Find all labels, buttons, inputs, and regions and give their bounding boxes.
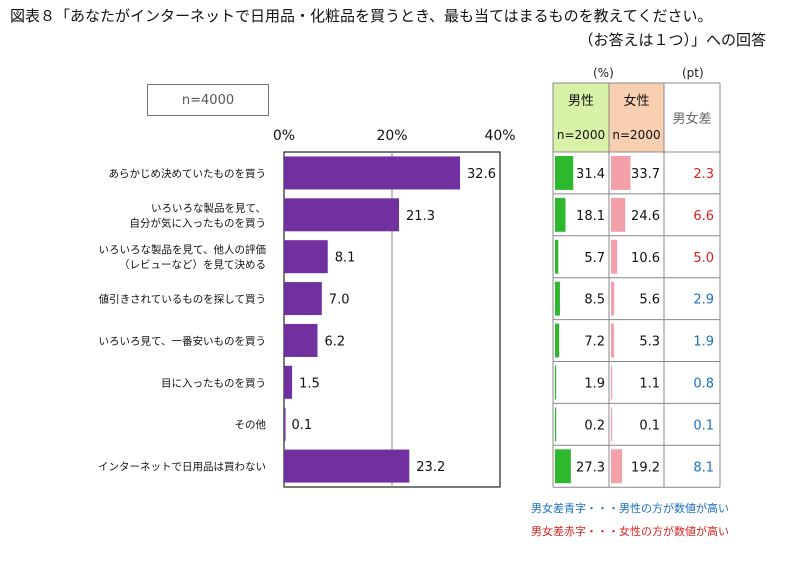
male-cell-bar [555,365,557,400]
unit-pt: (pt) [682,66,704,80]
legend-blue-note: 男女差青字・・・男性の方が数値が高い [531,502,729,515]
male-value: 0.2 [584,418,605,433]
female-n: n=2000 [612,128,660,142]
data-label: 21.3 [406,209,435,224]
male-value: 31.4 [576,167,605,182]
bar [284,365,293,399]
female-header-cell [609,83,664,152]
data-label: 23.2 [416,460,445,475]
diff-value: 0.8 [693,376,714,391]
category-label: インターネットで日用品は買わない [98,461,266,473]
diff-value: 6.6 [693,209,714,224]
female-cell-bar [611,323,615,358]
data-label: 0.1 [292,418,313,433]
female-cell-bar [611,365,613,400]
female-value: 1.1 [639,376,660,391]
female-value: 0.1 [639,418,660,433]
female-value: 19.2 [631,460,660,475]
female-value: 5.6 [639,293,660,308]
male-value: 7.2 [584,335,605,350]
female-value: 10.6 [631,251,660,266]
female-value: 5.3 [639,335,660,350]
category-label: いろいろな製品を見て、他人の評価 [99,243,266,256]
diff-value: 8.1 [693,460,714,475]
data-label: 1.5 [299,376,320,391]
female-cell-bar [611,197,626,232]
category-label: 自分が気に入ったものを買う [130,216,267,229]
category-label: いろいろ見て、一番安いものを買う [99,334,266,347]
x-tick-label: 0% [273,128,295,144]
male-cell-bar [555,197,566,232]
unit-percent: (%) [593,66,614,80]
male-value: 18.1 [576,209,605,224]
female-cell-bar [611,407,613,442]
male-cell-bar [555,239,559,274]
diff-value: 1.9 [693,335,714,350]
male-value: 8.5 [584,293,605,308]
category-label: 値引きされているものを探して買う [99,293,266,306]
category-label: いろいろな製品を見て、 [151,201,266,214]
bar [284,282,322,316]
bar [284,449,410,483]
female-cell-bar [611,156,631,190]
category-label: その他 [235,418,267,431]
category-label: （レビューなど）を見て決める [119,259,266,271]
female-cell-bar [611,449,623,484]
male-value: 5.7 [584,251,605,266]
diff-value: 0.1 [693,418,714,433]
diff-header: 男女差 [672,111,711,127]
bar [284,198,400,232]
bar [284,240,328,274]
chart-title-line2: （お答えは１つ）」への回答 [578,31,766,49]
male-cell-bar [555,281,560,316]
female-value: 33.7 [631,167,660,182]
bar [284,407,286,441]
male-value: 1.9 [584,376,605,391]
female-value: 24.6 [631,209,660,224]
male-cell-bar [555,156,574,190]
category-label: あらかじめ決めていたものを買う [109,168,267,180]
male-cell-bar [555,449,571,484]
data-label: 8.1 [335,251,356,266]
female-cell-bar [611,239,618,274]
data-label: 7.0 [329,293,350,308]
female-header: 女性 [623,93,649,109]
bar [284,323,318,357]
x-tick-label: 40% [484,128,515,144]
male-cell-bar [555,407,557,442]
diff-value: 5.0 [693,251,714,266]
sample-size-box: n=4000 [147,84,269,116]
male-header-cell [553,83,609,152]
category-label: 目に入ったものを買う [161,377,266,389]
diff-value: 2.3 [693,167,714,182]
legend-red-note: 男女差赤字・・・女性の方が数値が高い [531,525,729,538]
data-label: 6.2 [324,334,345,349]
female-cell-bar [611,281,615,316]
bar [284,156,461,190]
male-header: 男性 [568,94,594,109]
male-n: n=2000 [557,128,605,142]
male-cell-bar [555,323,560,358]
x-tick-label: 20% [376,128,407,144]
diff-value: 2.9 [693,293,714,308]
data-label: 32.6 [467,167,496,182]
male-value: 27.3 [576,460,605,475]
chart-title: 図表８「あなたがインターネットで日用品・化粧品を買うとき、最も当てはまるものを教… [10,7,713,25]
